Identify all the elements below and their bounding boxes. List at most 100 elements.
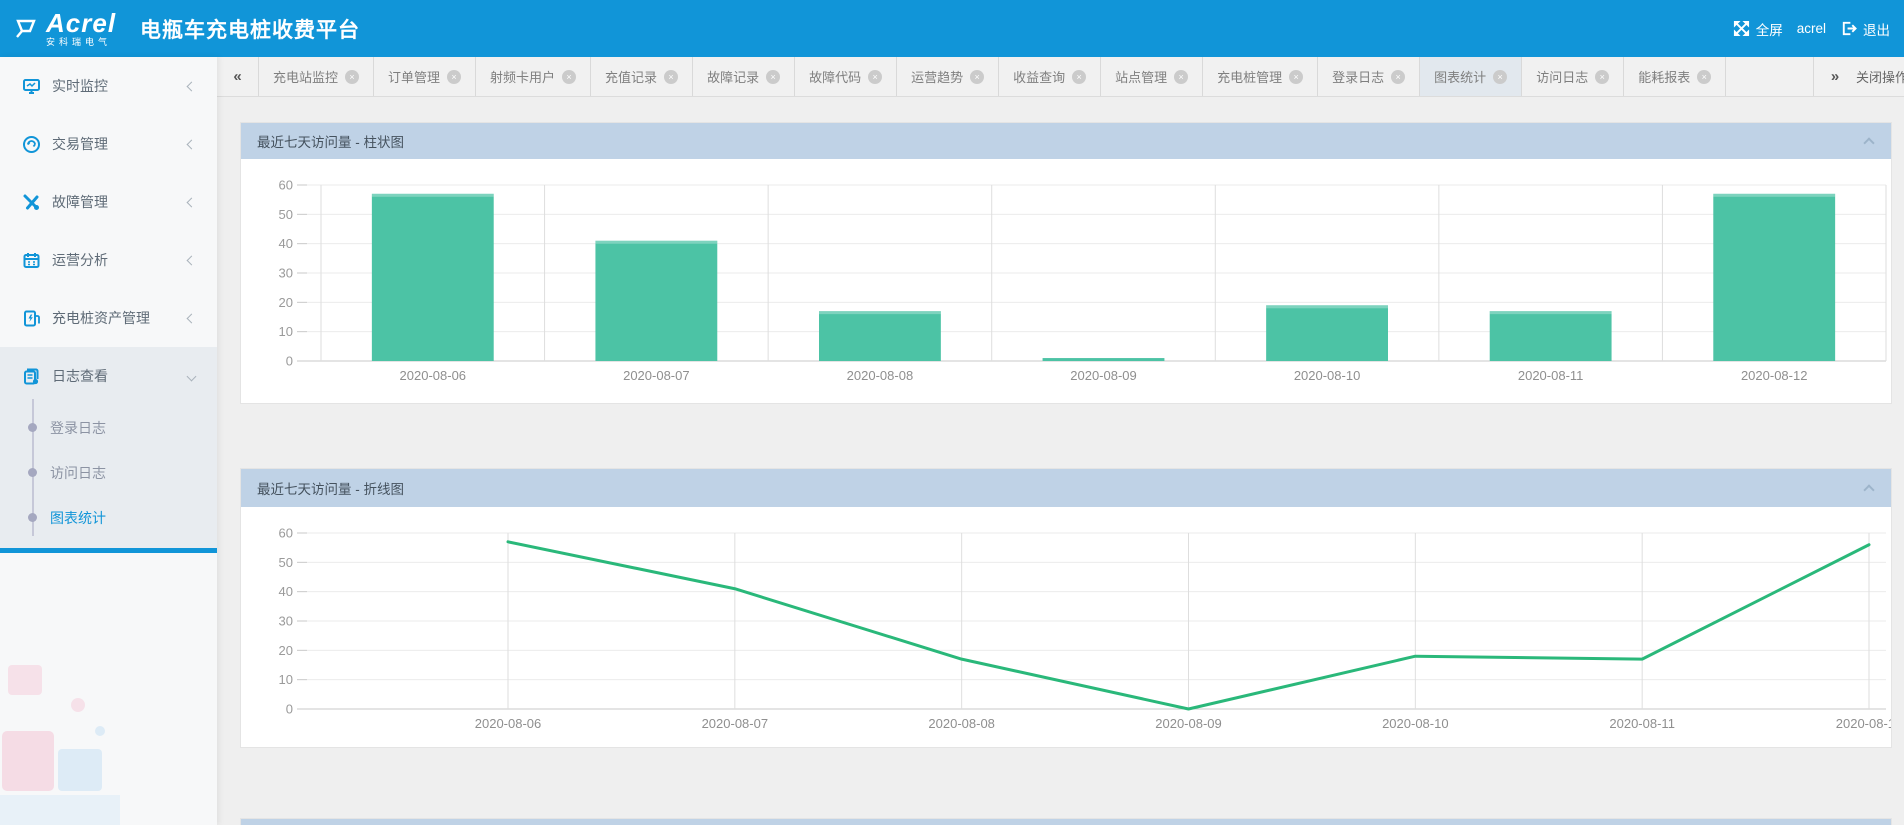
y-tick-label: 30 bbox=[279, 614, 293, 629]
sidebar-subitem-3[interactable]: 图表统计 bbox=[0, 495, 217, 540]
tab-close-icon[interactable]: × bbox=[1391, 69, 1406, 84]
x-axis-label: 2020-08-07 bbox=[702, 716, 769, 731]
tab-close-icon[interactable]: × bbox=[664, 69, 679, 84]
tab[interactable]: 访问日志 × bbox=[1522, 57, 1625, 96]
bar bbox=[1266, 305, 1388, 361]
tab-label: 充值记录 bbox=[605, 70, 658, 85]
tab[interactable]: 登录日志 × bbox=[1318, 57, 1421, 96]
x-axis-label: 2020-08-10 bbox=[1294, 368, 1361, 383]
sidebar-item-1[interactable]: 实时监控 bbox=[0, 57, 217, 115]
tab-close-icon[interactable]: × bbox=[766, 69, 781, 84]
bar bbox=[595, 240, 718, 361]
tab-close-icon[interactable]: × bbox=[345, 69, 360, 84]
tab-close-icon[interactable]: × bbox=[970, 69, 985, 84]
tab[interactable]: 图表统计 × bbox=[1420, 57, 1523, 96]
tab-close-icon[interactable]: × bbox=[447, 69, 462, 84]
tab-scroll-left-button[interactable]: « bbox=[217, 57, 259, 96]
y-tick-label: 60 bbox=[279, 526, 293, 541]
line-chart-panel: 最近七天访问量 - 折线图 0 10 20 30 40 50 60 2020-08-06 202… bbox=[240, 468, 1892, 748]
panel-title: 最近七天访问量 - 折线图 bbox=[257, 482, 404, 497]
tab[interactable]: 收益查询 × bbox=[999, 57, 1102, 96]
log-icon bbox=[22, 367, 41, 386]
bar-top-highlight bbox=[371, 193, 494, 197]
content-area: 最近七天访问量 - 柱状图 0 10 20 30 40 50 60 2020-08-06 202… bbox=[217, 97, 1904, 825]
sidebar-item-label: 故障管理 bbox=[52, 194, 108, 210]
tab-close-icon[interactable]: × bbox=[1289, 69, 1304, 84]
bar bbox=[1489, 311, 1612, 361]
tab[interactable]: 故障记录 × bbox=[693, 57, 796, 96]
tab[interactable]: 射频卡用户 × bbox=[476, 57, 592, 96]
tab-close-icon[interactable]: × bbox=[562, 69, 577, 84]
tab-label: 站点管理 bbox=[1115, 70, 1168, 85]
sidebar: 实时监控 交易管理故障管理运营分析 充电桩资产管理 日志查看 登录日志 访问日志图表统计 bbox=[0, 57, 217, 825]
sidebar-subitem-1[interactable]: 登录日志 bbox=[0, 405, 217, 450]
acrel-logo: Acrel 安科瑞电气 bbox=[0, 10, 126, 47]
monitor-icon bbox=[22, 77, 41, 96]
tab-close-icon[interactable]: × bbox=[868, 69, 883, 84]
y-tick-label: 60 bbox=[279, 178, 293, 193]
sidebar-item-3[interactable]: 故障管理 bbox=[0, 173, 217, 231]
tab-close-icon[interactable]: × bbox=[1493, 69, 1508, 84]
collapse-panel-icon[interactable] bbox=[1863, 484, 1875, 496]
double-left-chevron-icon: « bbox=[233, 68, 242, 85]
panel-header bbox=[240, 818, 1892, 825]
tab-scroll-right-button[interactable]: » bbox=[1814, 68, 1856, 85]
tab-label: 故障代码 bbox=[809, 70, 862, 85]
bullet-dot-icon bbox=[28, 513, 37, 522]
y-tick-label: 10 bbox=[279, 324, 293, 339]
tab-label: 登录日志 bbox=[1332, 70, 1385, 85]
bar-top-highlight bbox=[595, 240, 718, 244]
chevron-left-icon bbox=[186, 197, 197, 207]
y-tick-label: 0 bbox=[286, 354, 293, 369]
x-axis-label: 2020-08-07 bbox=[623, 368, 690, 383]
tab[interactable]: 站点管理 × bbox=[1101, 57, 1204, 96]
tab[interactable]: 充电站监控 × bbox=[259, 57, 375, 96]
username[interactable]: acrel bbox=[1796, 21, 1826, 36]
y-tick-label: 0 bbox=[286, 702, 293, 717]
next-panel-sliver bbox=[240, 818, 1892, 825]
transaction-icon bbox=[22, 135, 41, 154]
x-axis-label: 2020-08-06 bbox=[475, 716, 542, 731]
logout-button[interactable]: 退出 bbox=[1840, 19, 1890, 39]
line-chart: 0 10 20 30 40 50 60 2020-08-06 2020-08-07 2020-08… bbox=[279, 526, 1891, 732]
chevron-left-icon bbox=[186, 139, 197, 149]
logo-name: Acrel bbox=[46, 8, 117, 38]
logout-icon bbox=[1842, 21, 1857, 36]
bar bbox=[819, 311, 941, 361]
bar bbox=[1713, 193, 1836, 361]
tab-close-icon[interactable]: × bbox=[1174, 69, 1189, 84]
chevron-down-icon bbox=[186, 371, 197, 381]
sidebar-item-6[interactable]: 日志查看 bbox=[0, 347, 217, 405]
tab-label: 运营趋势 bbox=[911, 70, 964, 85]
tab-bar: « 充电站监控 × 订单管理 × 射频卡用户 × 充值记录 × 故障记录 × 故障代码 × 运营趋势 × 收… bbox=[217, 57, 1904, 97]
sidebar-item-5[interactable]: 充电桩资产管理 bbox=[0, 289, 217, 347]
tab[interactable]: 充值记录 × bbox=[591, 57, 694, 96]
fullscreen-label: 全屏 bbox=[1755, 22, 1783, 38]
acrel-logo-icon bbox=[16, 19, 36, 38]
x-axis-label: 2020-08-12 bbox=[1836, 716, 1891, 731]
panel-header: 最近七天访问量 - 柱状图 bbox=[241, 123, 1891, 159]
tab-label: 充电站监控 bbox=[273, 70, 339, 85]
tab[interactable]: 订单管理 × bbox=[374, 57, 477, 96]
tab[interactable]: 能耗报表 × bbox=[1624, 57, 1727, 96]
app-header: Acrel 安科瑞电气 电瓶车充电桩收费平台 全屏 acrel 退出 bbox=[0, 0, 1904, 57]
x-axis-label: 2020-08-09 bbox=[1070, 368, 1137, 383]
collapse-panel-icon[interactable] bbox=[1863, 137, 1875, 149]
bullet-dot-icon bbox=[28, 468, 37, 477]
tab[interactable]: 运营趋势 × bbox=[897, 57, 1000, 96]
tab[interactable]: 故障代码 × bbox=[795, 57, 898, 96]
charger-icon bbox=[22, 309, 41, 328]
tab-close-icon[interactable]: × bbox=[1072, 69, 1087, 84]
tab-close-icon[interactable]: × bbox=[1697, 69, 1712, 84]
sidebar-item-4[interactable]: 运营分析 bbox=[0, 231, 217, 289]
tab[interactable]: 充电桩管理 × bbox=[1203, 57, 1319, 96]
sidebar-menu: 实时监控 交易管理故障管理运营分析 充电桩资产管理 日志查看 登录日志 访问日志图表统计 bbox=[0, 57, 217, 553]
sidebar-subitem-label: 图表统计 bbox=[50, 509, 106, 526]
panel-header: 最近七天访问量 - 折线图 bbox=[241, 469, 1891, 507]
bar-top-highlight bbox=[1489, 311, 1612, 315]
fullscreen-button[interactable]: 全屏 bbox=[1733, 19, 1783, 39]
sidebar-subitem-2[interactable]: 访问日志 bbox=[0, 450, 217, 495]
tab-close-icon[interactable]: × bbox=[1595, 69, 1610, 84]
close-operations-menu[interactable]: 关闭操作 bbox=[1856, 70, 1904, 85]
sidebar-item-2[interactable]: 交易管理 bbox=[0, 115, 217, 173]
